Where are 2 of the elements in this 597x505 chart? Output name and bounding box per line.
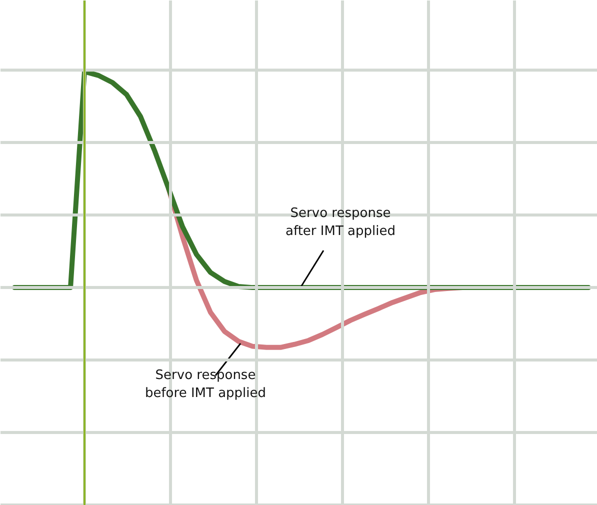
- annotation: Servo response after IMT applied: [286, 206, 396, 239]
- text: Servo response before IMT applied: [144, 368, 266, 401]
